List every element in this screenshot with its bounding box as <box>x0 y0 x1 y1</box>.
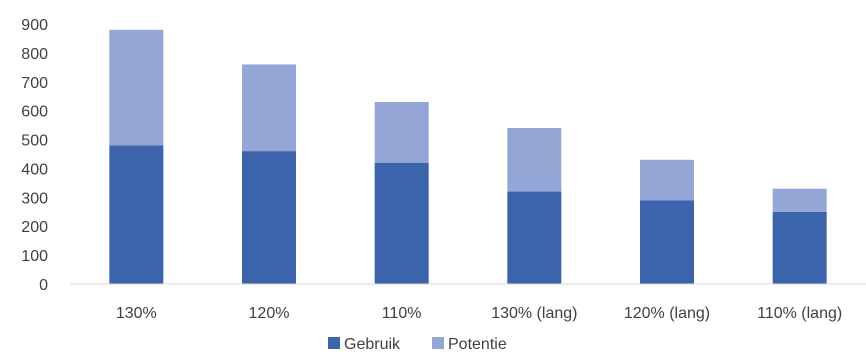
x-category-label: 110% <box>382 305 422 322</box>
bar-potentie <box>109 29 164 146</box>
y-tick-label: 100 <box>21 248 48 265</box>
x-category-label: 130% (lang) <box>491 305 577 322</box>
y-tick-label: 300 <box>21 190 48 207</box>
y-tick-label: 900 <box>21 17 48 34</box>
bar-potentie <box>772 188 827 212</box>
bar-gebruik <box>374 162 429 284</box>
y-tick-label: 600 <box>21 104 48 121</box>
y-tick-label: 700 <box>21 75 48 92</box>
x-category-label: 110% (lang) <box>757 305 842 322</box>
y-tick-label: 800 <box>21 46 48 63</box>
bar-gebruik <box>507 191 562 284</box>
bar-gebruik <box>242 151 296 284</box>
bar-potentie <box>640 159 694 201</box>
legend: Gebruik Potentie <box>328 336 507 353</box>
x-category-label: 120% <box>249 305 290 322</box>
y-tick-label: 200 <box>21 219 48 236</box>
bar-potentie <box>374 102 429 163</box>
legend-label-potentie: Potentie <box>448 336 507 353</box>
bar-potentie <box>242 64 296 152</box>
bar-gebruik <box>109 145 164 284</box>
bar-potentie <box>507 128 562 192</box>
x-category-label: 130% <box>116 305 157 322</box>
bar-gebruik <box>640 200 694 284</box>
y-tick-label: 400 <box>21 161 48 178</box>
legend-swatch-potentie <box>432 337 444 349</box>
bars <box>109 29 827 284</box>
y-tick-label: 500 <box>21 133 48 150</box>
legend-label-gebruik: Gebruik <box>344 336 401 353</box>
x-axis-labels: 130% 120% 110% 130% (lang) 120% (lang) 110% (… <box>116 305 842 322</box>
y-axis-ticks: 0 100 200 300 400 500 600 700 800 900 <box>21 17 48 294</box>
legend-swatch-gebruik <box>328 337 340 349</box>
y-tick-label: 0 <box>39 277 48 294</box>
bar-gebruik <box>772 211 827 284</box>
x-category-label: 120% (lang) <box>624 305 710 322</box>
